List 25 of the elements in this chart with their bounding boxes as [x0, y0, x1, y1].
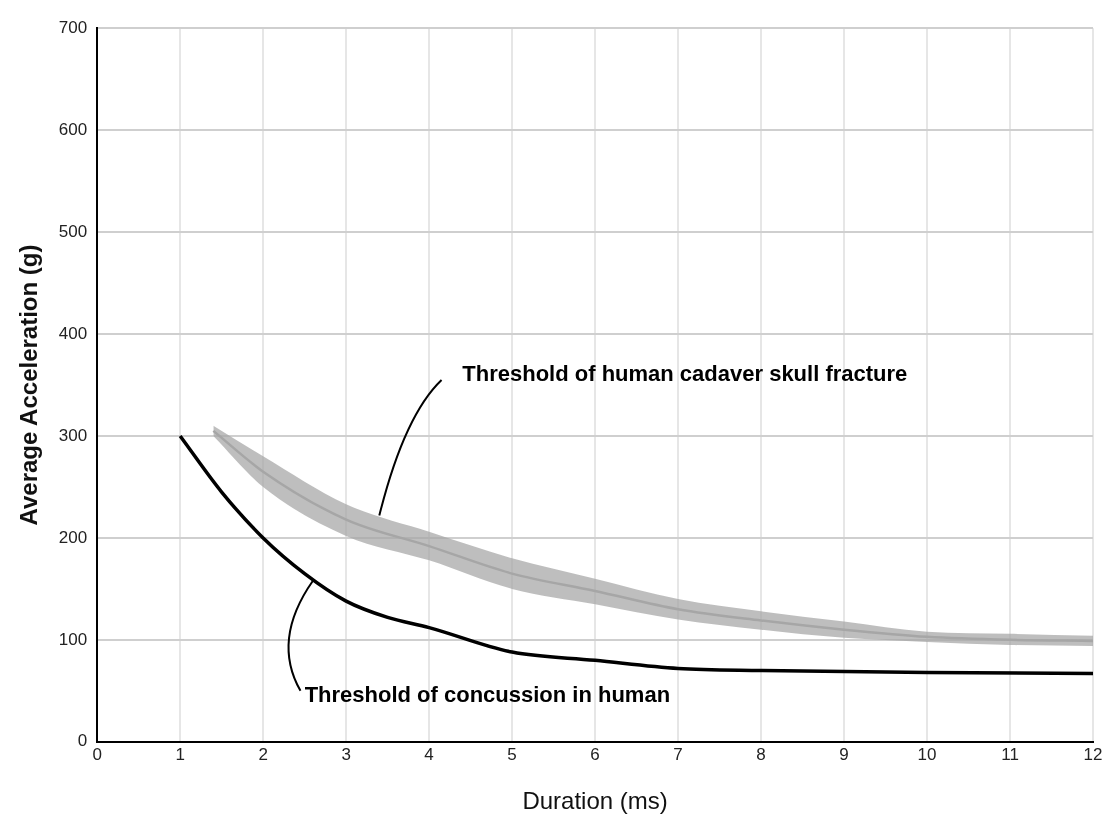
x-tick-label: 7 — [673, 744, 683, 764]
y-tick-label: 0 — [77, 731, 88, 751]
y-tick-label: 200 — [58, 527, 88, 547]
x-tick-label: 5 — [507, 744, 517, 764]
text: Threshold of human cadaver skull fracture — [462, 360, 908, 386]
x-tick-label: 11 — [1001, 744, 1019, 764]
x-tick-label: 10 — [917, 744, 937, 764]
x-tick-label: 6 — [590, 744, 600, 764]
y-tick-label: 300 — [58, 425, 88, 445]
x-tick-label: 1 — [175, 744, 185, 764]
y-tick-label: 100 — [58, 629, 88, 649]
x-tick-label: 8 — [756, 744, 766, 764]
x-tick-label: 4 — [424, 744, 434, 764]
x-tick-label: 9 — [839, 744, 849, 764]
series-label: Threshold of concussion in human — [304, 681, 671, 707]
x-tick-label: 0 — [92, 744, 102, 764]
y-tick-label: 400 — [58, 323, 88, 343]
x-tick-label: 12 — [1083, 744, 1103, 764]
y-tick-label: 600 — [58, 119, 88, 139]
x-tick-label: 2 — [258, 744, 268, 764]
x-axis-title: Duration (ms) — [522, 787, 668, 815]
y-tick-label: 500 — [58, 221, 88, 241]
y-axis-title: Average Acceleration (g) — [15, 244, 43, 526]
y-tick-label: 700 — [58, 17, 88, 37]
x-tick-label: 3 — [341, 744, 351, 764]
